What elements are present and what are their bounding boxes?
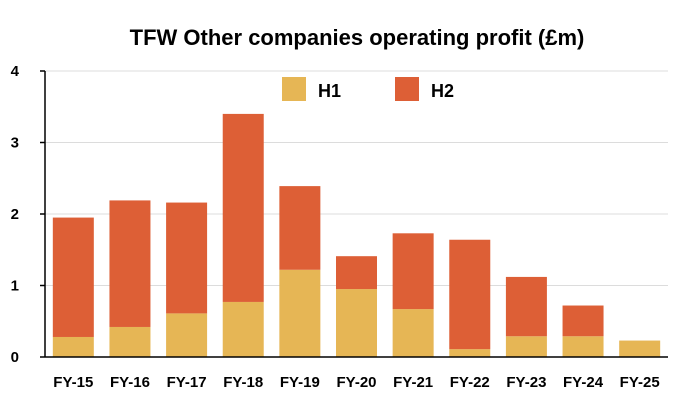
bar-h1-fy-18 [222, 301, 264, 357]
y-tick-label: 3 [11, 135, 19, 152]
legend: H1 H2 [282, 77, 454, 101]
bar-h2-fy-22 [449, 239, 491, 350]
bar-h1-fy-25 [619, 340, 661, 357]
y-tick-label: 2 [11, 206, 19, 223]
bar-h2-fy-17 [166, 202, 208, 314]
bar-h1-fy-20 [336, 289, 377, 357]
bar-h1-fy-21 [392, 309, 434, 357]
x-tick-label: FY-21 [393, 374, 433, 391]
bar-h1-fy-22 [449, 349, 491, 357]
x-tick-label: FY-22 [450, 374, 490, 391]
x-tick-label: FY-16 [110, 374, 150, 391]
x-tick-label: FY-24 [563, 374, 604, 391]
y-tick-label: 0 [11, 349, 19, 366]
bar-h2-fy-20 [336, 256, 377, 290]
x-tick-label: FY-25 [620, 374, 660, 391]
bar-h1-fy-23 [505, 336, 547, 357]
x-tick-label: FY-20 [336, 374, 376, 391]
bars [52, 113, 661, 357]
axes: 0 1 2 3 4 FY-15 FY-16 FY-17 FY-18 FY-19 FY-20 FY-21… [11, 63, 668, 391]
y-tick-label: 1 [11, 278, 19, 295]
bar-h1-fy-24 [562, 336, 604, 357]
x-tick-label: FY-15 [53, 374, 93, 391]
bar-h2-fy-16 [109, 200, 151, 327]
legend-swatch-h2 [395, 77, 419, 101]
bar-h2-fy-24 [562, 305, 604, 337]
x-tick-label: FY-19 [280, 374, 320, 391]
x-tick-label: FY-17 [167, 374, 207, 391]
legend-label-h2: H2 [431, 81, 454, 101]
bar-h2-fy-23 [505, 276, 547, 337]
x-tick-label: FY-18 [223, 374, 263, 391]
bar-h1-fy-16 [109, 326, 151, 357]
legend-swatch-h1 [282, 77, 306, 101]
y-tick-label: 4 [11, 63, 20, 80]
bar-h2-fy-21 [392, 233, 434, 310]
chart-title: TFW Other companies operating profit (£m… [130, 25, 585, 50]
bar-h1-fy-19 [279, 269, 321, 357]
bar-h2-fy-18 [222, 113, 264, 302]
bar-h1-fy-17 [166, 313, 208, 357]
legend-label-h1: H1 [318, 81, 341, 101]
bar-h1-fy-15 [52, 336, 94, 357]
bar-h2-fy-19 [279, 186, 321, 270]
bar-h2-fy-15 [52, 217, 94, 337]
x-tick-label: FY-23 [506, 374, 546, 391]
